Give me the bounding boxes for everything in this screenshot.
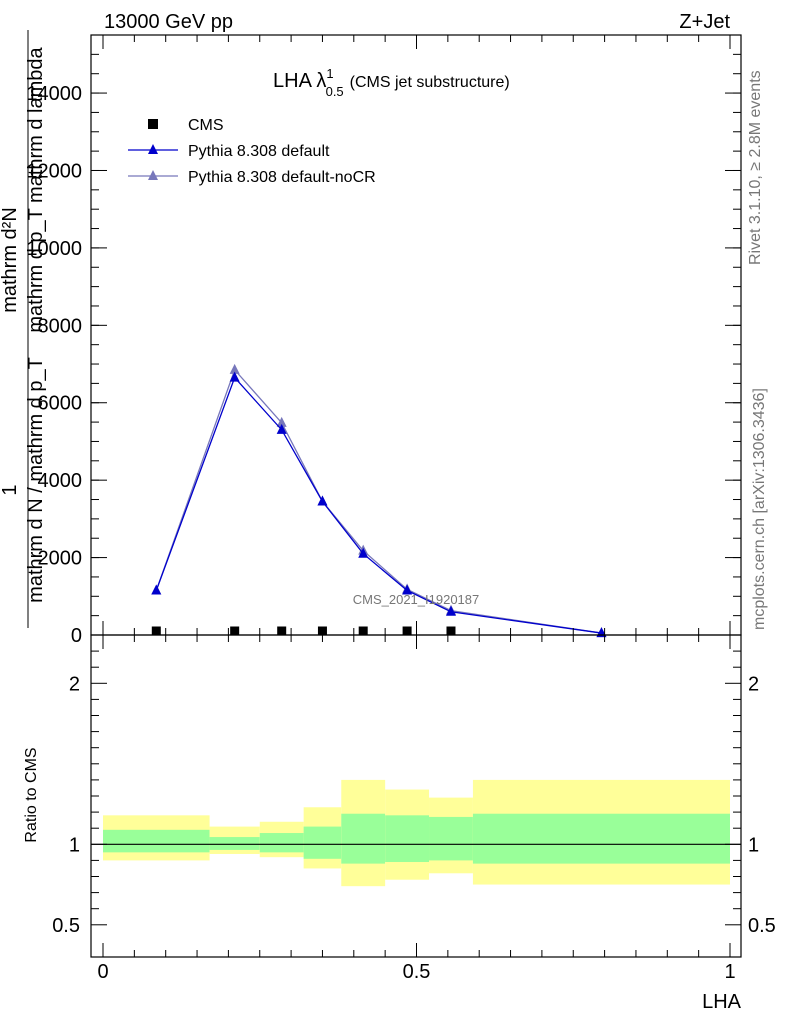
ylabel-numerator-2: mathrm d p_T mathrm d lambda bbox=[25, 46, 47, 332]
series-point bbox=[276, 423, 287, 434]
series-point bbox=[151, 584, 162, 595]
x-tick-label: 0.5 bbox=[403, 961, 431, 983]
main-y-tick-label: 4000 bbox=[38, 470, 83, 492]
data-point bbox=[230, 626, 240, 636]
band-inner-1 bbox=[209, 837, 260, 850]
ratio-y-tick-label-right: 1 bbox=[748, 834, 759, 856]
ratio-bands bbox=[103, 779, 730, 887]
band-inner-5 bbox=[385, 815, 430, 863]
series-point bbox=[276, 416, 287, 427]
main-y-tick-label: 6000 bbox=[38, 393, 83, 415]
ratio-y-tick-label: 0.5 bbox=[52, 915, 80, 937]
legend-label: Pythia 8.308 default-noCR bbox=[188, 169, 376, 186]
band-inner-4 bbox=[341, 813, 386, 864]
data-point bbox=[277, 626, 287, 636]
band-inner-6 bbox=[429, 816, 473, 861]
ratio-ylabel: Ratio to CMS bbox=[23, 747, 40, 842]
main-y-tick-label: 10000 bbox=[26, 238, 82, 260]
ylabel-denominator: mathrm d N / mathrm d p_T bbox=[25, 357, 47, 603]
header-right: Z+Jet bbox=[679, 11, 730, 33]
x-tick-label: 0 bbox=[97, 961, 108, 983]
data-point bbox=[446, 626, 456, 636]
ratio-y-tick-label-right: 2 bbox=[748, 673, 759, 695]
data-point bbox=[151, 626, 161, 636]
ratio-y-tick-label: 2 bbox=[69, 673, 80, 695]
legend-marker bbox=[148, 144, 158, 154]
main-y-tick-label: 0 bbox=[71, 625, 82, 647]
data-point bbox=[358, 626, 368, 636]
x-tick-label: 1 bbox=[724, 961, 735, 983]
ylabel-numerator: mathrm d²N bbox=[0, 207, 21, 313]
legend-marker bbox=[148, 170, 158, 180]
band-inner-2 bbox=[259, 833, 304, 853]
legend-label: Pythia 8.308 default bbox=[188, 143, 330, 160]
main-y-tick-label: 8000 bbox=[38, 315, 83, 337]
main-y-tick-label: 12000 bbox=[26, 160, 82, 182]
header-left: 13000 GeV pp bbox=[104, 11, 233, 33]
legend-label: CMS bbox=[188, 117, 224, 134]
plot-title: LHA λ1 0.5(CMS jet substructure) bbox=[273, 66, 510, 99]
legend-marker-cms bbox=[148, 119, 158, 129]
ratio-y-tick-label: 1 bbox=[69, 834, 80, 856]
series-point bbox=[317, 495, 328, 506]
series-line bbox=[155, 376, 602, 634]
xlabel: LHA bbox=[702, 991, 742, 1013]
mcplots-credit: mcplots.cern.ch [arXiv:1306.3436] bbox=[751, 388, 768, 630]
main-y-tick-label: 14000 bbox=[26, 83, 82, 105]
band-inner-7 bbox=[472, 813, 730, 864]
data-point bbox=[402, 626, 412, 636]
ylabel-one: 1 bbox=[0, 484, 21, 495]
axis-ticks: 0 2000 4000 6000 8000 10000 12000 14000 0.5 0.5 1 1… bbox=[26, 34, 776, 983]
ratio-y-tick-label-right: 0.5 bbox=[748, 915, 776, 937]
rivet-version: Rivet 3.1.10, ≥ 2.8M events bbox=[747, 70, 764, 265]
series-point bbox=[229, 371, 240, 382]
series-point bbox=[229, 363, 240, 374]
series-point bbox=[358, 547, 369, 558]
series-point bbox=[402, 584, 413, 595]
main-y-tick-label: 2000 bbox=[38, 548, 83, 570]
band-inner-0 bbox=[103, 829, 210, 853]
band-inner-3 bbox=[303, 826, 342, 859]
legend: CMS Pythia 8.308 default Pythia 8.308 defa… bbox=[128, 117, 376, 186]
series-point bbox=[445, 605, 456, 616]
analysis-watermark: CMS_2021_I1920187 bbox=[353, 592, 480, 607]
series-line bbox=[155, 368, 602, 634]
main-series bbox=[151, 363, 607, 638]
